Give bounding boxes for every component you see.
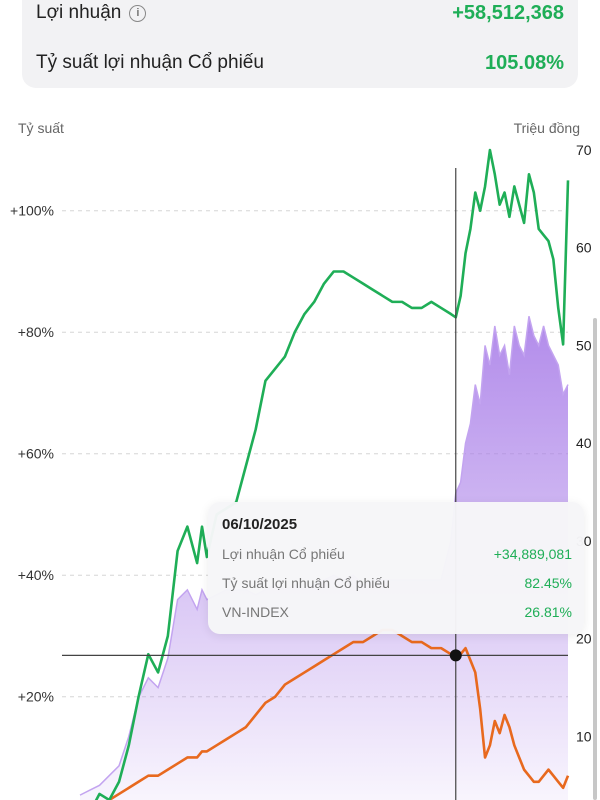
right-tick-label: 50 [576,337,592,353]
tooltip-label: VN-INDEX [222,604,289,620]
left-tick-label: +100% [10,203,54,219]
tooltip-value: +34,889,081 [493,546,572,562]
chart-tooltip: 06/10/2025 Lợi nhuận Cổ phiếu +34,889,08… [208,502,584,634]
info-icon[interactable]: i [129,4,147,22]
stock-return-row: Tỷ suất lợi nhuận Cổ phiếu 105.08% [36,50,564,76]
left-tick-label: +60% [18,446,54,462]
tooltip-value: 26.81% [524,604,572,620]
right-tick-label: 40 [576,435,592,451]
tooltip-row-vnindex: VN-INDEX 26.81% [222,604,572,620]
right-tick-label: 10 [576,728,592,744]
stock-return-line [94,148,570,800]
stock-return-label: Tỷ suất lợi nhuận Cổ phiếu [36,52,264,73]
stock-return-value: 105.08% [485,51,564,74]
crosshair-point [449,649,462,662]
left-tick-label: +40% [18,567,54,583]
tooltip-label: Lợi nhuận Cổ phiếu [222,546,345,562]
tooltip-value: 82.45% [524,575,572,591]
right-tick-label: 70 [576,142,592,158]
profit-row: Lợi nhuận i +58,512,368 [36,0,564,26]
tooltip-row-return: Tỷ suất lợi nhuận Cổ phiếu 82.45% [222,575,572,591]
right-tick-label: 20 [576,631,592,647]
left-tick-label: +80% [18,324,54,340]
scrollbar[interactable] [593,318,597,800]
profit-area [80,316,568,800]
left-tick-label: +20% [18,689,54,705]
profit-value: +58,512,368 [452,1,564,24]
right-axis-title: Triệu đồng [513,120,580,136]
right-tick-label: 60 [576,240,592,256]
tooltip-label: Tỷ suất lợi nhuận Cổ phiếu [222,575,390,591]
profit-label: Lợi nhuận [36,2,122,23]
tooltip-date: 06/10/2025 [222,516,298,533]
left-axis-title: Tỷ suất [18,120,64,136]
summary-card: Lợi nhuận i +58,512,368 Tỷ suất lợi nhuậ… [22,0,578,88]
tooltip-row-profit: Lợi nhuận Cổ phiếu +34,889,081 [222,546,572,562]
